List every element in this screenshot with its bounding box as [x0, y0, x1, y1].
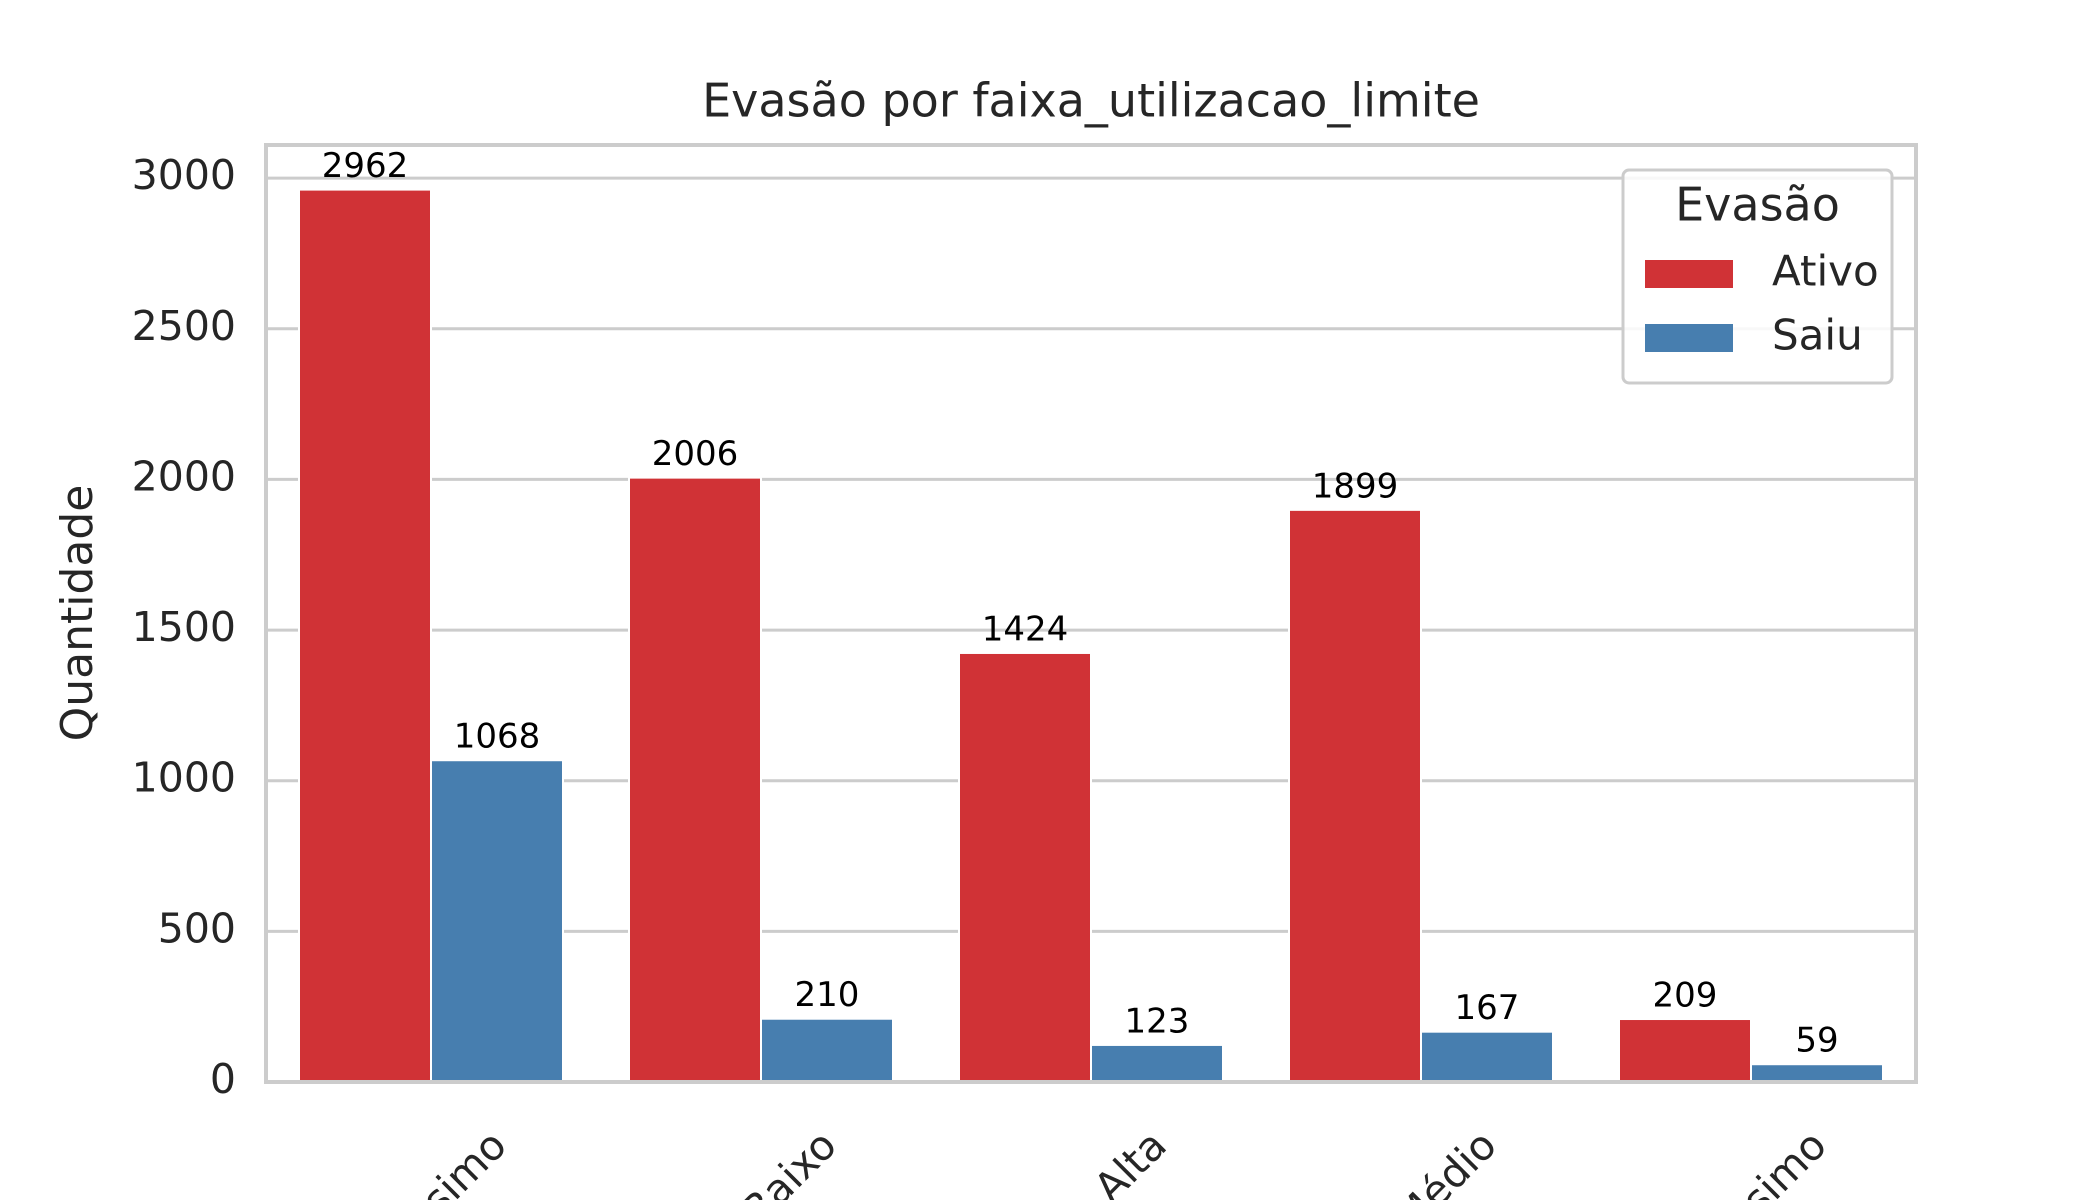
x-tick-label: Altíssimo — [1670, 1121, 1835, 1200]
bar — [760, 1017, 894, 1084]
value-label: 1068 — [454, 717, 541, 757]
bar — [628, 476, 762, 1083]
bar — [1618, 1018, 1752, 1083]
value-label: 1424 — [982, 609, 1069, 649]
legend-swatch — [1645, 324, 1733, 352]
y-tick-label: 2000 — [132, 452, 236, 500]
y-axis-label: Quantidade — [52, 485, 103, 742]
bar — [430, 759, 564, 1083]
value-label: 59 — [1795, 1021, 1838, 1061]
x-tick-label: Baixíssimo — [327, 1121, 516, 1200]
value-label: 210 — [795, 975, 860, 1015]
bar — [1090, 1043, 1224, 1083]
bar — [1420, 1030, 1554, 1083]
y-tick-label: 1000 — [132, 754, 236, 802]
y-tick-label: 0 — [210, 1055, 236, 1103]
value-label: 167 — [1455, 988, 1520, 1028]
value-label: 1899 — [1312, 466, 1399, 506]
y-tick-label: 2500 — [132, 302, 236, 350]
chart-title: Evasão por faixa_utilizacao_limite — [702, 74, 1480, 128]
legend-title: Evasão — [1675, 178, 1840, 232]
value-label: 2006 — [652, 434, 739, 474]
bar — [1288, 508, 1422, 1083]
y-tick-label: 1500 — [132, 603, 236, 651]
legend-label: Saiu — [1772, 311, 1863, 360]
x-tick-label: Médio — [1385, 1121, 1506, 1200]
plot-frame — [264, 143, 1918, 1084]
legend-label: Ativo — [1772, 247, 1879, 296]
bar — [958, 651, 1092, 1084]
x-tick-label: Alta — [1085, 1121, 1176, 1200]
x-tick-label: Baixo — [732, 1121, 846, 1200]
bar — [1750, 1063, 1884, 1084]
y-tick-label: 3000 — [132, 151, 236, 199]
bar — [298, 188, 432, 1084]
legend-swatch — [1645, 260, 1733, 288]
y-tick-label: 500 — [158, 904, 236, 952]
value-label: 209 — [1653, 976, 1718, 1016]
value-label: 2962 — [322, 146, 409, 186]
value-label: 123 — [1125, 1001, 1190, 1041]
